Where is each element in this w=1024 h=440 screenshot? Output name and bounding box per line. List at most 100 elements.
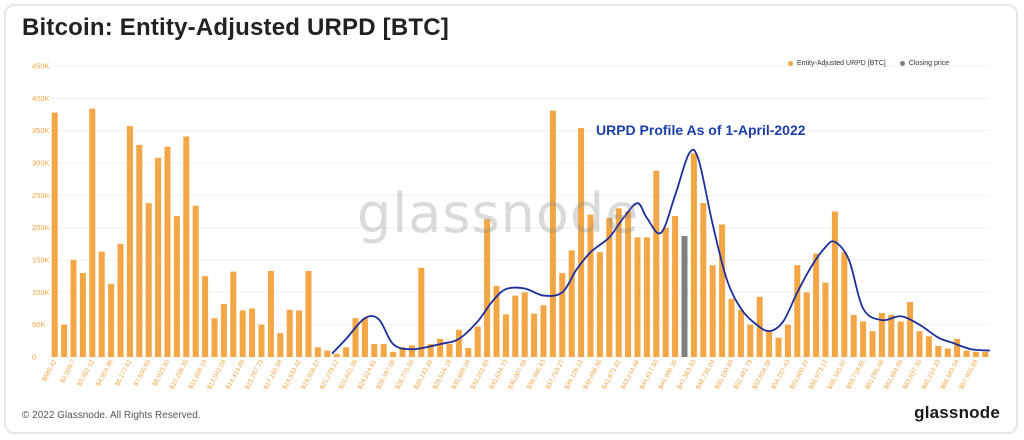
y-tick-label: 200K (32, 223, 50, 232)
y-tick-label: 400K (32, 94, 50, 103)
y-tick-label: 50K (32, 320, 45, 329)
urpd-bar (286, 309, 293, 357)
urpd-bar (258, 324, 265, 357)
x-tick-label: $50,108.89 (714, 358, 736, 390)
urpd-bar (418, 267, 425, 357)
legend-item-closing-price[interactable]: Closing price (899, 60, 949, 67)
x-tick-label: $58,345.97 (827, 358, 849, 390)
urpd-bar (963, 350, 970, 357)
y-tick-label: 0 (32, 353, 36, 362)
urpd-bar (728, 298, 735, 357)
urpd-bar (51, 112, 58, 357)
x-tick-label: $8,923.50 (152, 358, 172, 387)
y-tick-label: 150K (32, 256, 50, 265)
urpd-bar (230, 271, 237, 357)
urpd-bar (643, 237, 650, 357)
urpd-bar (700, 203, 707, 357)
urpd-bar (540, 305, 547, 357)
x-tick-label: $2,009.7 (59, 358, 77, 384)
legend-item-urpd[interactable]: Entity-Adjusted URPD [BTC] (788, 60, 886, 67)
urpd-bar (625, 211, 632, 357)
x-tick-label: $29,516.19 (432, 358, 454, 390)
urpd-bar (690, 153, 697, 357)
urpd-bar (897, 321, 904, 357)
x-tick-label: $24,024.81 (357, 358, 379, 390)
urpd-bar (173, 216, 180, 357)
x-tick-label: $30,889.04 (451, 358, 473, 390)
urpd-bar (455, 329, 462, 357)
page-title: Bitcoin: Entity-Adjusted URPD [BTC] (22, 14, 449, 41)
urpd-bar (70, 260, 77, 357)
x-tick-label: $41,871.81 (601, 358, 623, 390)
urpd-bar (239, 310, 246, 357)
x-tick-label: $13,042.04 (206, 358, 228, 390)
x-tick-label: $39,126.12 (563, 358, 585, 390)
chart-frame (4, 4, 1018, 434)
y-tick-label: 100K (32, 288, 50, 297)
urpd-bar (333, 353, 340, 357)
urpd-bar (549, 110, 556, 358)
x-tick-label: $59,718.81 (845, 358, 867, 390)
urpd-bar (794, 265, 801, 357)
urpd-bar (653, 170, 660, 357)
urpd-bar (352, 318, 359, 357)
chart-legend: Entity-Adjusted URPD [BTC] Closing price (788, 60, 949, 67)
urpd-bar (850, 314, 857, 357)
x-tick-label: $17,160.58 (263, 358, 285, 390)
urpd-bar (982, 351, 989, 357)
urpd-bar (841, 252, 848, 357)
urpd-bar (249, 308, 256, 357)
urpd-bar (559, 272, 566, 357)
urpd-bar (747, 324, 754, 357)
urpd-bar (380, 344, 387, 357)
urpd-bar (587, 214, 594, 357)
urpd-bar (662, 227, 669, 357)
urpd-bar (709, 265, 716, 357)
x-tick-label: $19,906.27 (300, 358, 322, 390)
x-tick-label: $67,955.89 (958, 358, 980, 390)
urpd-bar (408, 345, 415, 357)
urpd-bar (972, 351, 979, 357)
y-tick-label: 450K (32, 62, 50, 71)
x-tick-label: $54,227.43 (770, 358, 792, 390)
urpd-bar (634, 237, 641, 357)
x-tick-label: $55,600.27 (789, 358, 811, 390)
urpd-bar (98, 251, 105, 357)
x-tick-label: $26,770.50 (394, 358, 416, 390)
urpd-bar (183, 136, 190, 357)
urpd-bar (493, 285, 500, 357)
x-tick-label: $10,296.35 (169, 358, 191, 390)
urpd-bar (202, 276, 209, 357)
x-tick-label: $62,464.50 (883, 358, 905, 390)
urpd-bar (145, 203, 152, 357)
urpd-bar (502, 314, 509, 357)
closing-price-bar (681, 236, 688, 357)
urpd-profile-curve (331, 148, 991, 355)
urpd-bar (737, 309, 744, 357)
x-tick-label: $51,481.73 (733, 358, 755, 390)
x-tick-label: $22,651.96 (338, 358, 360, 390)
urpd-bar (126, 126, 133, 357)
legend-label-urpd: Entity-Adjusted URPD [BTC] (797, 60, 886, 67)
x-tick-label: $35,007.58 (507, 358, 529, 390)
urpd-bar (296, 310, 303, 357)
x-tick-label: $7,500.65 (133, 358, 153, 387)
urpd-bar (606, 217, 613, 357)
urpd-bar (831, 211, 838, 357)
urpd-bar (474, 326, 481, 357)
urpd-bar (399, 347, 406, 357)
x-tick-label: $4,904.96 (95, 358, 115, 387)
urpd-bar (531, 313, 538, 357)
urpd-bar (446, 344, 453, 357)
bars (51, 108, 989, 358)
urpd-bar (117, 243, 124, 357)
x-tick-label: $688.42 (41, 358, 58, 382)
y-tick-label: 350K (32, 126, 50, 135)
urpd-bar (521, 292, 528, 357)
urpd-bar (888, 314, 895, 357)
x-tick-label: $3,452.12 (76, 358, 96, 387)
copyright-text: © 2022 Glassnode. All Rights Reserved. (22, 410, 201, 421)
urpd-bar (916, 331, 923, 357)
urpd-bar (61, 324, 68, 357)
